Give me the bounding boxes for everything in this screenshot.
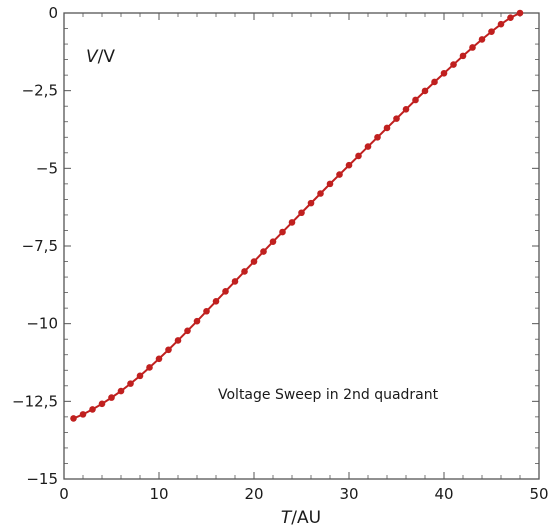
data-point: [298, 209, 305, 217]
data-point: [212, 297, 220, 305]
data-point: [459, 52, 467, 60]
data-point: [108, 394, 115, 401]
x-tick-label: 10: [149, 485, 168, 503]
data-point: [393, 115, 400, 122]
x-tick-label: 50: [529, 485, 548, 503]
y-tick-label: −2,5: [22, 82, 58, 100]
data-point: [146, 364, 153, 371]
data-point: [345, 161, 353, 169]
data-point: [165, 346, 172, 354]
y-axis-title-unit: /V: [98, 47, 116, 67]
data-point: [231, 278, 239, 285]
data-point: [203, 307, 210, 315]
data-point: [469, 44, 476, 51]
data-point: [222, 288, 229, 295]
x-axis-title-symbol: T: [281, 508, 293, 528]
y-tick-label: −5: [36, 159, 58, 177]
data-point: [450, 61, 457, 68]
series-line: [73, 12, 521, 420]
data-point: [241, 268, 248, 275]
data-point: [193, 317, 201, 325]
x-tick-label: 20: [244, 485, 263, 503]
data-point: [250, 258, 258, 265]
ticks: [63, 12, 540, 480]
data-point: [288, 219, 296, 226]
data-point: [383, 124, 391, 132]
x-tick-label: 0: [59, 485, 69, 503]
data-point: [326, 180, 334, 188]
data-point: [421, 87, 429, 95]
data-point: [355, 152, 362, 160]
y-tick-label: −10: [26, 315, 58, 333]
y-axis-title-symbol: V: [86, 47, 99, 67]
y-tick-label: −12,5: [12, 392, 58, 410]
y-tick-label: 0: [48, 4, 58, 22]
data-point: [402, 106, 410, 113]
data-point: [336, 171, 343, 178]
data-point: [127, 380, 134, 387]
data-point: [364, 143, 372, 150]
data-point: [279, 228, 286, 236]
data-point: [488, 28, 495, 35]
data-point: [440, 69, 448, 77]
data-point: [136, 372, 144, 380]
data-point: [317, 190, 324, 197]
data-point: [155, 355, 163, 363]
x-axis-title: T/AU: [281, 508, 321, 528]
data-point: [117, 387, 125, 395]
annotation-text: Voltage Sweep in 2nd quadrant: [218, 387, 439, 403]
data-point: [507, 14, 514, 21]
plot-frame: [63, 12, 540, 480]
data-point: [89, 406, 96, 413]
x-axis-title-unit: /AU: [291, 508, 321, 528]
y-axis-title: V/V: [86, 47, 115, 67]
data-point: [497, 20, 505, 28]
x-tick-label: 30: [339, 485, 358, 503]
data-point: [431, 78, 438, 86]
data-point: [184, 327, 191, 335]
data-point: [307, 199, 315, 207]
data-point: [412, 96, 419, 104]
series-group: [70, 9, 524, 422]
y-tick-label: −15: [26, 470, 58, 488]
data-point: [79, 411, 87, 418]
data-point: [269, 238, 277, 245]
x-tick-label: 40: [434, 485, 453, 503]
data-point: [70, 415, 77, 422]
data-point: [98, 400, 106, 408]
data-point: [174, 337, 182, 344]
data-point: [478, 36, 486, 43]
y-tick-label: −7,5: [22, 237, 58, 255]
data-point: [516, 9, 524, 17]
data-point: [374, 133, 381, 141]
data-point: [260, 248, 267, 255]
tick-labels: 0 10 20 30 40 50 0 −2,5 −5 −7,5 −10 −12,5 −15: [12, 4, 549, 503]
